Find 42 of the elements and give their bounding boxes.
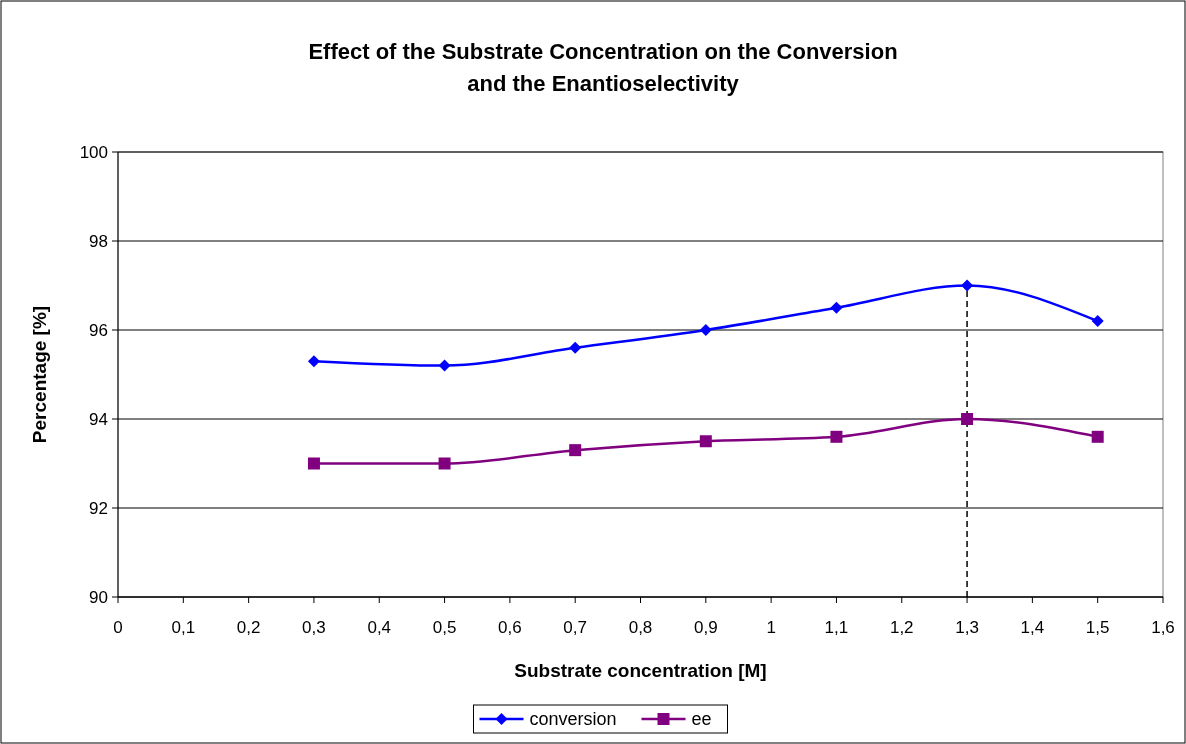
x-tick-label: 0,1 [171, 618, 196, 637]
x-tick-label: 1,2 [889, 618, 914, 637]
y-tick-label: 98 [89, 231, 108, 251]
x-tick-label: 0,9 [693, 618, 718, 637]
point [961, 279, 974, 292]
point [699, 435, 712, 448]
x-tick-label: 0,5 [432, 618, 457, 637]
point [830, 301, 843, 314]
point [307, 457, 320, 470]
point [830, 430, 843, 443]
point [438, 457, 451, 470]
legend-label: conversion [529, 709, 617, 730]
x-tick-label: 0,2 [236, 618, 261, 637]
x-tick-label: 1,6 [1151, 618, 1175, 637]
y-tick-label: 96 [89, 320, 108, 340]
x-tick-label: 1,5 [1085, 618, 1110, 637]
x-tick-label: 0,6 [498, 618, 522, 637]
point [569, 341, 582, 354]
y-tick-label: 94 [89, 409, 108, 429]
x-tick-label: 1,3 [955, 618, 979, 637]
point [569, 444, 582, 457]
x-axis-title: Substrate concentration [M] [514, 660, 767, 681]
x-tick-label: 0,8 [628, 618, 653, 637]
y-tick-label: 92 [89, 498, 108, 518]
x-tick-label: 1 [766, 618, 776, 637]
y-axis-title: Percentage [%] [29, 305, 50, 444]
point [961, 413, 974, 425]
chart-title: Effect of the Substrate Concentration on the Conversion and the Enantioselectivity [308, 39, 898, 96]
legend-label: ee [691, 709, 712, 730]
point [1091, 430, 1104, 443]
point [1091, 315, 1104, 328]
point [699, 324, 712, 336]
x-tick-label: 1,4 [1020, 618, 1045, 637]
x-tick-label: 0,4 [367, 618, 392, 637]
x-tick-label: 0,7 [563, 618, 588, 637]
point [438, 359, 451, 372]
x-tick-label: 0,3 [302, 618, 326, 637]
y-tick-label: 90 [89, 587, 108, 607]
x-tick-label: 0 [113, 618, 123, 637]
point [307, 355, 320, 368]
y-tick-label: 100 [79, 142, 108, 162]
x-tick-label: 1,1 [824, 618, 849, 637]
